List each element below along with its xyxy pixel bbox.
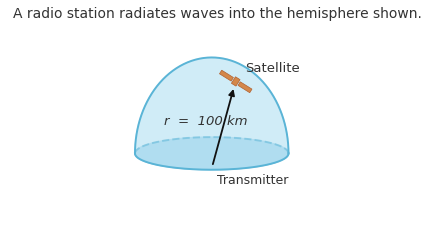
Polygon shape: [237, 82, 251, 93]
Text: Transmitter: Transmitter: [216, 174, 287, 186]
Polygon shape: [135, 58, 288, 170]
Text: r  =  100 km: r = 100 km: [163, 115, 247, 128]
Text: Satellite: Satellite: [245, 62, 299, 75]
Text: A radio station radiates waves into the hemisphere shown.: A radio station radiates waves into the …: [13, 7, 421, 21]
Polygon shape: [219, 70, 233, 81]
Polygon shape: [231, 77, 240, 86]
Polygon shape: [135, 137, 288, 170]
